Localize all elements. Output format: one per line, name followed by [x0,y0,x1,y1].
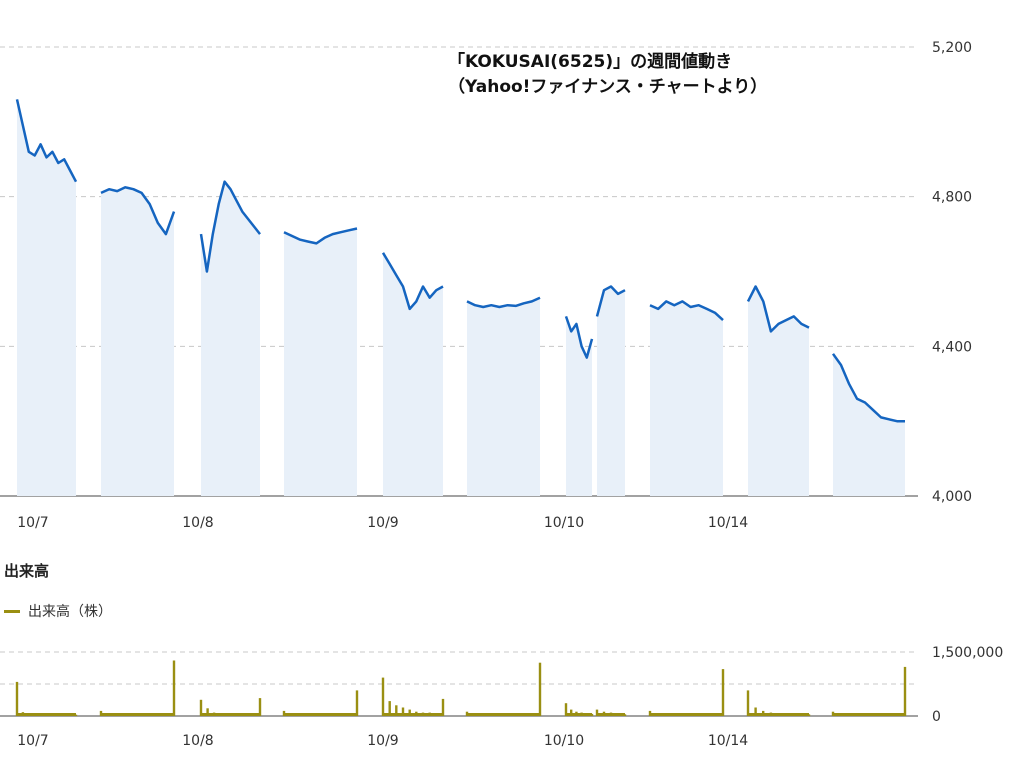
volume-gridlines [0,651,918,717]
price-line-10/7-AM [15,99,78,183]
price-x-tick-label: 10/7 [17,515,48,531]
price-area-10/14-PM [833,353,905,496]
volume-bar [408,709,411,716]
price-lines [15,99,905,423]
volume-bar [395,705,398,716]
price-line-10/8-PM [283,227,358,245]
volume-x-tick-labels: 10/7 10/8 10/9 10/10 10/14 [17,733,748,749]
volume-y-tick-labels: 0 1,500,000 [932,645,1003,725]
price-line-10/10-PM [595,285,626,317]
price-area-10/10-PM2 [650,301,723,496]
volume-legend-swatch [4,609,20,613]
volume-bar [650,713,723,716]
volume-bar [355,690,359,716]
price-line-10/9-AM [381,252,444,311]
price-area-fills [17,99,905,497]
volume-legend-label: 出来高（株） [28,604,112,620]
volume-bar [199,699,203,716]
volume-x-tick-label: 10/8 [182,733,213,749]
volume-bar [201,713,260,716]
chart-title-line1: 「KOKUSAI(6525)」の週間値動き [448,52,733,72]
price-area-10/8-AM [201,181,260,496]
volume-bar [383,713,443,716]
price-area-10/10-AM [566,316,592,496]
price-x-tick-label: 10/10 [544,515,584,531]
volume-bar [566,713,592,716]
volume-heading: 出来高 [4,562,50,580]
volume-bar [538,662,542,716]
volume-bar [284,713,357,716]
volume-bar [467,713,540,716]
price-line-10/7-PM [100,186,176,236]
price-area-10/10-PM [597,286,625,496]
volume-bar [172,660,176,716]
price-line-10/14-PM [831,353,905,423]
volume-bar [441,698,445,716]
price-line-10/10-PM2 [649,300,724,322]
volume-bar [746,690,750,716]
chart-title: 「KOKUSAI(6525)」の週間値動き （Yahoo!ファイナンス・チャート… [448,50,767,100]
price-area-10/9-AM [383,252,443,496]
volume-bar [15,681,19,716]
volume-bar [401,707,405,716]
volume-x-tick-label: 10/14 [708,733,748,749]
price-line-10/9-PM [466,296,541,309]
volume-bar [17,713,76,716]
price-y-tick-label: 4,400 [932,339,972,355]
volume-bar [258,698,262,716]
volume-y-tick-label: 1,500,000 [932,645,1003,661]
volume-bars [15,660,907,716]
chart-title-line2: （Yahoo!ファイナンス・チャートより） [448,77,768,97]
volume-x-tick-label: 10/10 [544,733,584,749]
volume-bar [570,709,573,716]
price-y-tick-labels: 4,000 4,400 4,800 5,200 [932,40,972,505]
price-area-10/9-PM [467,297,540,496]
volume-bar [903,666,907,716]
price-area-10/7-PM [101,187,174,497]
price-x-tick-label: 10/8 [182,515,213,531]
price-y-tick-label: 4,800 [932,190,972,206]
price-area-10/7-AM [17,99,76,497]
volume-bar [833,713,905,716]
price-x-tick-label: 10/9 [367,515,398,531]
volume-bar [721,669,725,716]
price-y-tick-label: 5,200 [932,40,972,56]
volume-bar [564,703,568,716]
volume-bar [381,677,385,716]
volume-bar [748,713,809,716]
volume-x-tick-label: 10/9 [367,733,398,749]
volume-y-tick-label: 0 [932,709,941,725]
price-line-10/10-AM [564,315,594,359]
volume-x-tick-label: 10/7 [17,733,48,749]
volume-bar [388,701,391,716]
volume-bar [595,709,599,716]
volume-bar [101,713,174,716]
price-line-10/14-AM [746,285,810,333]
price-y-tick-label: 4,000 [932,489,972,505]
price-line-10/8-AM [199,180,261,273]
price-x-tick-labels: 10/7 10/8 10/9 10/10 10/14 [17,515,748,531]
volume-bar [206,708,209,716]
price-area-10/14-AM [748,286,809,496]
volume-legend[interactable]: 出来高（株） [4,601,112,621]
price-x-tick-label: 10/14 [708,515,748,531]
volume-bar [754,707,757,716]
price-area-10/8-PM [284,228,357,496]
volume-bar [597,713,625,716]
